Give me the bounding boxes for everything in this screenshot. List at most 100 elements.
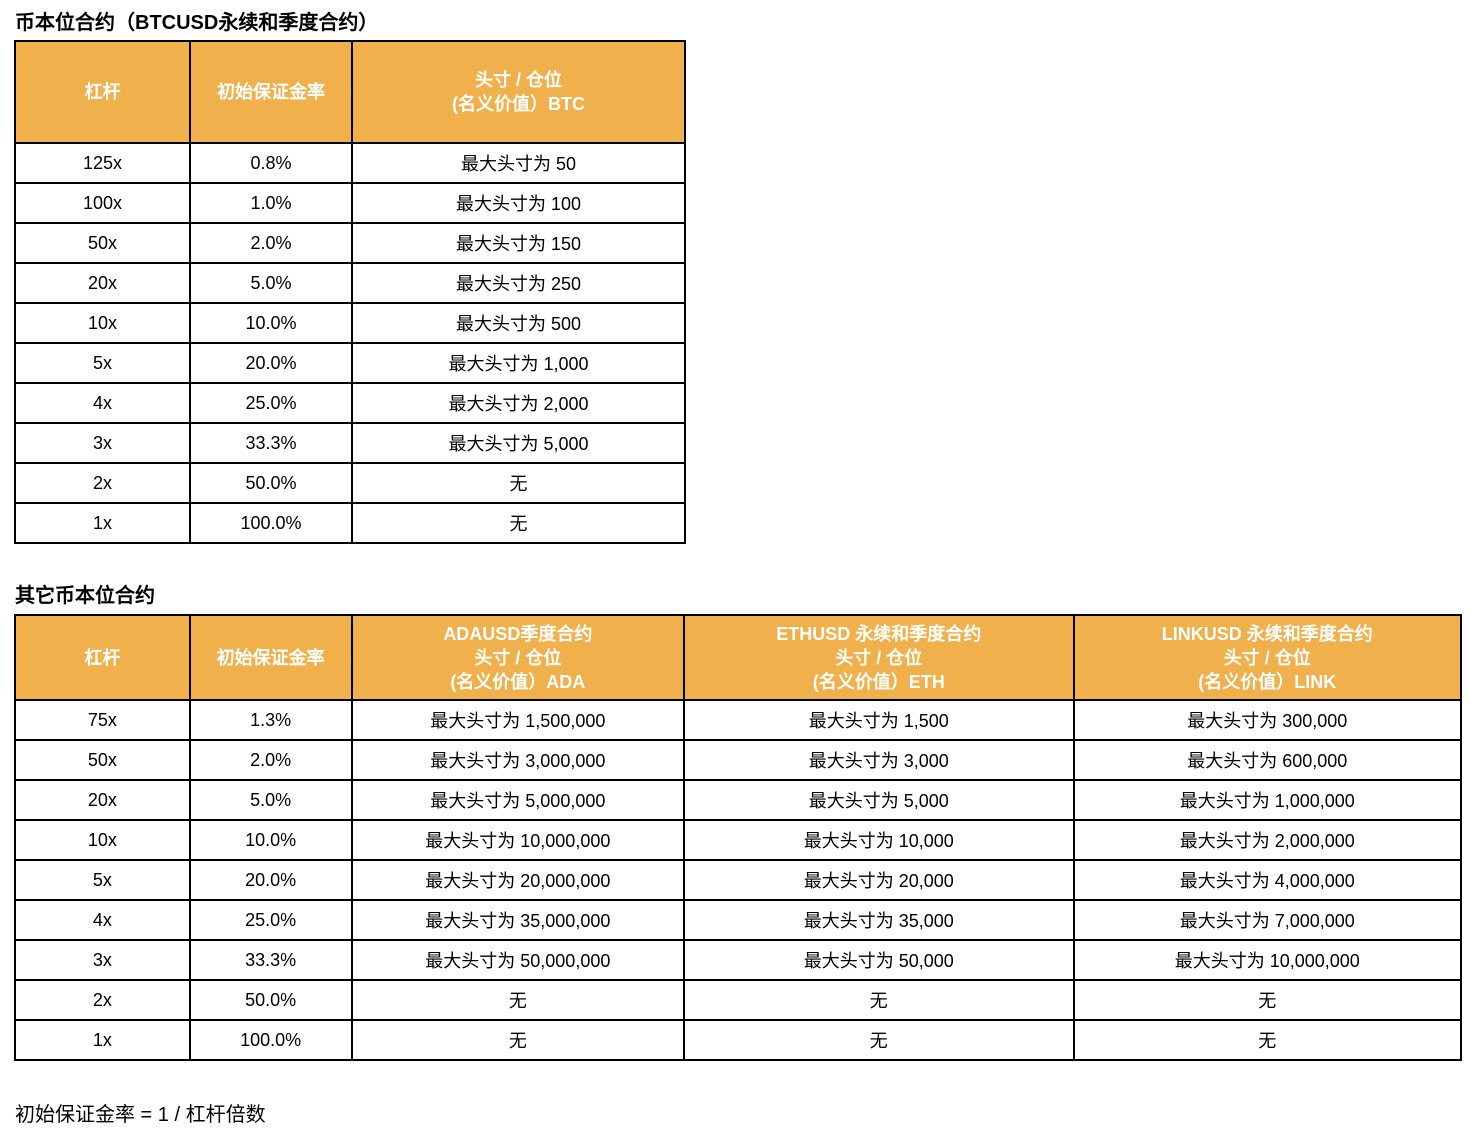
cell: 最大头寸为 20,000 bbox=[683, 859, 1075, 901]
cell: 最大头寸为 1,500,000 bbox=[350, 699, 686, 741]
cell: 25.0% bbox=[189, 382, 353, 424]
cell: 最大头寸为 10,000,000 bbox=[350, 819, 686, 861]
cell: 最大头寸为 1,000,000 bbox=[1072, 779, 1462, 821]
table-body: 75x 1.3% 最大头寸为 1,500,000 最大头寸为 1,500 最大头寸为 3… bbox=[14, 699, 1462, 1061]
cell: 50x bbox=[14, 739, 191, 781]
table-row: 1x 100.0% 无 bbox=[14, 502, 686, 544]
other-coin-margin-table: 杠杆 初始保证金率 ADAUSD季度合约 头寸 / 仓位 (名义价值）ADA E… bbox=[14, 614, 1462, 1061]
cell: 最大头寸为 100 bbox=[351, 182, 686, 224]
cell: 1.0% bbox=[189, 182, 353, 224]
cell: 75x bbox=[14, 699, 191, 741]
cell: 最大头寸为 2,000 bbox=[351, 382, 686, 424]
cell: 125x bbox=[14, 142, 191, 184]
table-row: 75x 1.3% 最大头寸为 1,500,000 最大头寸为 1,500 最大头寸为 3… bbox=[14, 699, 1462, 741]
cell: 20x bbox=[14, 779, 191, 821]
table-row: 20x 5.0% 最大头寸为 5,000,000 最大头寸为 5,000 最大头寸为 1… bbox=[14, 779, 1462, 821]
section2-title: 其它币本位合约 bbox=[15, 585, 155, 607]
table-row: 3x 33.3% 最大头寸为 5,000 bbox=[14, 422, 686, 464]
cell: 5.0% bbox=[189, 262, 353, 304]
cell: 最大头寸为 2,000,000 bbox=[1072, 819, 1462, 861]
cell: 无 bbox=[1072, 1019, 1462, 1061]
cell: 100.0% bbox=[188, 1019, 353, 1061]
cell: 无 bbox=[683, 979, 1075, 1021]
cell: 最大头寸为 1,500 bbox=[683, 699, 1075, 741]
cell: 20x bbox=[14, 262, 191, 304]
table-row: 4x 25.0% 最大头寸为 2,000 bbox=[14, 382, 686, 424]
cell: 50x bbox=[14, 222, 191, 264]
table-row: 125x 0.8% 最大头寸为 50 bbox=[14, 142, 686, 184]
cell: 最大头寸为 3,000 bbox=[683, 739, 1075, 781]
cell: 最大头寸为 20,000,000 bbox=[350, 859, 686, 901]
cell: 1x bbox=[14, 1019, 191, 1061]
cell: 50.0% bbox=[188, 979, 353, 1021]
table-body: 125x 0.8% 最大头寸为 50 100x 1.0% 最大头寸为 100 50x 2.0%… bbox=[14, 142, 686, 544]
header-initial-margin: 初始保证金率 bbox=[188, 614, 353, 701]
cell: 20.0% bbox=[188, 859, 353, 901]
cell: 2.0% bbox=[189, 222, 353, 264]
cell: 最大头寸为 35,000 bbox=[683, 899, 1075, 941]
cell: 33.3% bbox=[189, 422, 353, 464]
header-position-btc: 头寸 / 仓位 (名义价值）BTC bbox=[351, 40, 686, 144]
cell: 100.0% bbox=[189, 502, 353, 544]
cell: 最大头寸为 10,000,000 bbox=[1072, 939, 1462, 981]
cell: 2x bbox=[14, 462, 191, 504]
cell: 5x bbox=[14, 859, 191, 901]
table-row: 10x 10.0% 最大头寸为 10,000,000 最大头寸为 10,000 最大头寸… bbox=[14, 819, 1462, 861]
cell: 无 bbox=[350, 1019, 686, 1061]
header-initial-margin: 初始保证金率 bbox=[189, 40, 353, 144]
cell: 50.0% bbox=[189, 462, 353, 504]
cell: 无 bbox=[683, 1019, 1075, 1061]
table-row: 50x 2.0% 最大头寸为 3,000,000 最大头寸为 3,000 最大头寸为 6… bbox=[14, 739, 1462, 781]
cell: 33.3% bbox=[188, 939, 353, 981]
cell: 无 bbox=[1072, 979, 1462, 1021]
cell: 4x bbox=[14, 382, 191, 424]
cell: 最大头寸为 7,000,000 bbox=[1072, 899, 1462, 941]
cell: 最大头寸为 4,000,000 bbox=[1072, 859, 1462, 901]
cell: 最大头寸为 600,000 bbox=[1072, 739, 1462, 781]
cell: 最大头寸为 1,000 bbox=[351, 342, 686, 384]
margin-formula-note: 初始保证金率 = 1 / 杠杆倍数 bbox=[15, 1104, 266, 1126]
section1-title: 币本位合约（BTCUSD永续和季度合约） bbox=[15, 12, 379, 34]
cell: 2.0% bbox=[188, 739, 353, 781]
header-leverage: 杠杆 bbox=[14, 40, 191, 144]
header-position-link: LINKUSD 永续和季度合约 头寸 / 仓位 (名义价值）LINK bbox=[1072, 614, 1462, 701]
cell: 最大头寸为 300,000 bbox=[1072, 699, 1462, 741]
cell: 10.0% bbox=[188, 819, 353, 861]
cell: 3x bbox=[14, 939, 191, 981]
cell: 5x bbox=[14, 342, 191, 384]
cell: 5.0% bbox=[188, 779, 353, 821]
cell: 10x bbox=[14, 302, 191, 344]
cell: 最大头寸为 500 bbox=[351, 302, 686, 344]
header-row: 杠杆 初始保证金率 头寸 / 仓位 (名义价值）BTC bbox=[14, 40, 686, 144]
cell: 最大头寸为 5,000,000 bbox=[350, 779, 686, 821]
cell: 1.3% bbox=[188, 699, 353, 741]
table-row: 100x 1.0% 最大头寸为 100 bbox=[14, 182, 686, 224]
header-leverage: 杠杆 bbox=[14, 614, 191, 701]
btcusd-margin-table: 杠杆 初始保证金率 头寸 / 仓位 (名义价值）BTC 125x 0.8% 最大头寸… bbox=[14, 40, 686, 544]
cell: 最大头寸为 50 bbox=[351, 142, 686, 184]
header-position-ada: ADAUSD季度合约 头寸 / 仓位 (名义价值）ADA bbox=[350, 614, 686, 701]
table-row: 3x 33.3% 最大头寸为 50,000,000 最大头寸为 50,000 最大头寸为… bbox=[14, 939, 1462, 981]
cell: 最大头寸为 5,000 bbox=[351, 422, 686, 464]
cell: 10.0% bbox=[189, 302, 353, 344]
table-row: 1x 100.0% 无无无 bbox=[14, 1019, 1462, 1061]
cell: 无 bbox=[351, 462, 686, 504]
cell: 最大头寸为 150 bbox=[351, 222, 686, 264]
cell: 25.0% bbox=[188, 899, 353, 941]
cell: 3x bbox=[14, 422, 191, 464]
cell: 1x bbox=[14, 502, 191, 544]
table-row: 50x 2.0% 最大头寸为 150 bbox=[14, 222, 686, 264]
cell: 无 bbox=[350, 979, 686, 1021]
table-row: 20x 5.0% 最大头寸为 250 bbox=[14, 262, 686, 304]
cell: 100x bbox=[14, 182, 191, 224]
cell: 最大头寸为 35,000,000 bbox=[350, 899, 686, 941]
table-row: 2x 50.0% 无 bbox=[14, 462, 686, 504]
cell: 最大头寸为 5,000 bbox=[683, 779, 1075, 821]
table-row: 5x 20.0% 最大头寸为 1,000 bbox=[14, 342, 686, 384]
cell: 最大头寸为 3,000,000 bbox=[350, 739, 686, 781]
cell: 最大头寸为 10,000 bbox=[683, 819, 1075, 861]
cell: 4x bbox=[14, 899, 191, 941]
cell: 无 bbox=[351, 502, 686, 544]
cell: 10x bbox=[14, 819, 191, 861]
cell: 最大头寸为 50,000,000 bbox=[350, 939, 686, 981]
